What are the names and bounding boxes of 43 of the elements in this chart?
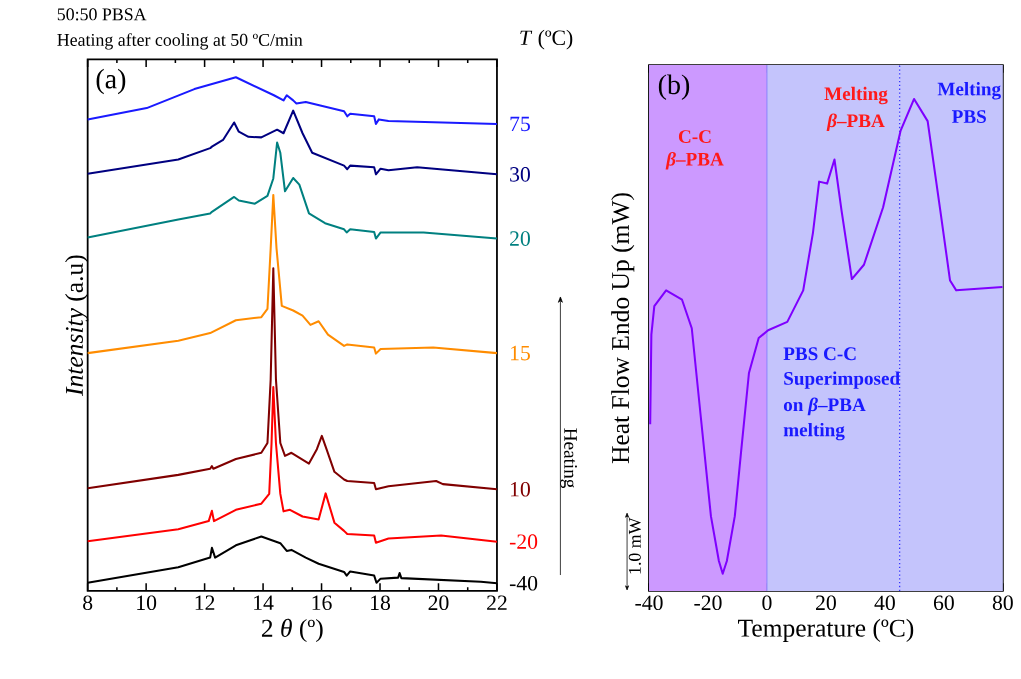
annotation: β–PBA — [826, 113, 885, 132]
x-tick-label: 16 — [312, 595, 332, 611]
x-axis-title: Temperature (ºC) — [738, 618, 914, 642]
x-tick-label: 22 — [487, 595, 507, 610]
chart-title: 50:50 PBSA — [57, 8, 147, 21]
x-tick-label: 14 — [254, 595, 274, 610]
annotation: β–PBA — [665, 152, 724, 170]
annotation: (a) — [96, 68, 126, 95]
y-axis-title: Intensity (a.u) — [65, 255, 89, 397]
x-tick-label: 60 — [933, 595, 954, 611]
x-tick-label: 20 — [816, 595, 836, 611]
annotation: melting — [783, 422, 845, 441]
annotation: C-C — [678, 130, 711, 143]
series-label: 30 — [510, 167, 530, 182]
x-tick-label: 80 — [992, 595, 1013, 611]
x-tick-label: -40 — [635, 595, 663, 611]
annotation: on β–PBA — [783, 397, 866, 416]
y-axis-title: Heat Flow Endo Up (mW) — [611, 193, 635, 464]
series-label: 75 — [510, 116, 530, 132]
series-label: 10 — [511, 481, 530, 497]
annotation: (b) — [658, 74, 690, 100]
legend-label: -40 — [509, 575, 538, 591]
x-tick-label: 12 — [195, 595, 215, 610]
text: Heating — [560, 428, 577, 488]
annotation: Melting — [824, 86, 888, 105]
series-label: 15 — [511, 345, 530, 361]
x-axis-title: 2 θ (º) — [261, 618, 323, 643]
annotation: PBS C-C — [783, 347, 856, 361]
x-tick-label: 18 — [371, 595, 391, 611]
legend-title: T (ºC) — [520, 29, 573, 50]
x-tick-label: 8 — [83, 595, 93, 611]
annotation: PBS — [952, 110, 986, 123]
x-tick-label: 0 — [762, 595, 772, 611]
annotation: Superimposed — [784, 371, 900, 389]
text: 1.0 mW — [628, 517, 641, 574]
chart-subtitle: Heating after cooling at 50 ºC/min — [57, 33, 303, 50]
x-tick-label: 40 — [874, 595, 895, 611]
x-tick-label: 20 — [428, 595, 449, 611]
x-tick-label: -20 — [694, 595, 722, 611]
series-label: 20 — [510, 231, 530, 246]
annotation: Melting — [937, 82, 1001, 100]
x-tick-label: 10 — [137, 595, 157, 611]
series-label: -20 — [509, 534, 538, 549]
